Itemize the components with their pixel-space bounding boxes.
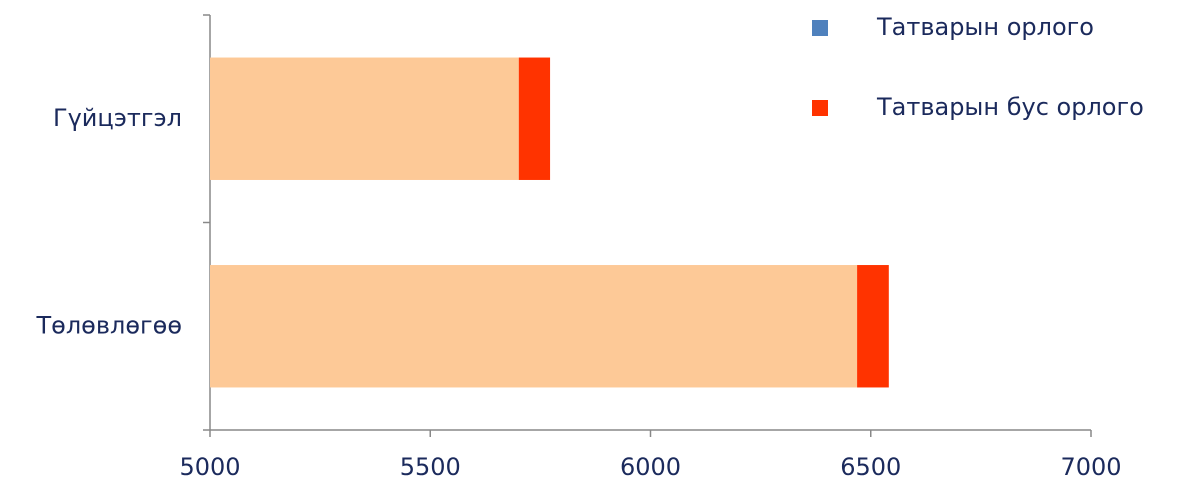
bar-segment <box>857 265 889 388</box>
legend-label: Татварын орлого <box>876 13 1094 41</box>
bar-segment <box>210 57 519 180</box>
x-tick-label: 7000 <box>1060 453 1121 481</box>
legend-swatch <box>812 20 828 36</box>
legend-label: Татварын бус орлого <box>876 93 1144 121</box>
legend-swatch <box>812 100 828 116</box>
x-tick-label: 6500 <box>840 453 901 481</box>
y-tick-label: Гүйцэтгэл <box>53 104 182 132</box>
x-tick-label: 6000 <box>620 453 681 481</box>
y-tick-label: Төлөвлөгөө <box>35 311 182 339</box>
x-tick-label: 5000 <box>179 453 240 481</box>
bar-segment <box>210 265 858 388</box>
bar-segment <box>518 57 551 180</box>
x-tick-label: 5500 <box>400 453 461 481</box>
